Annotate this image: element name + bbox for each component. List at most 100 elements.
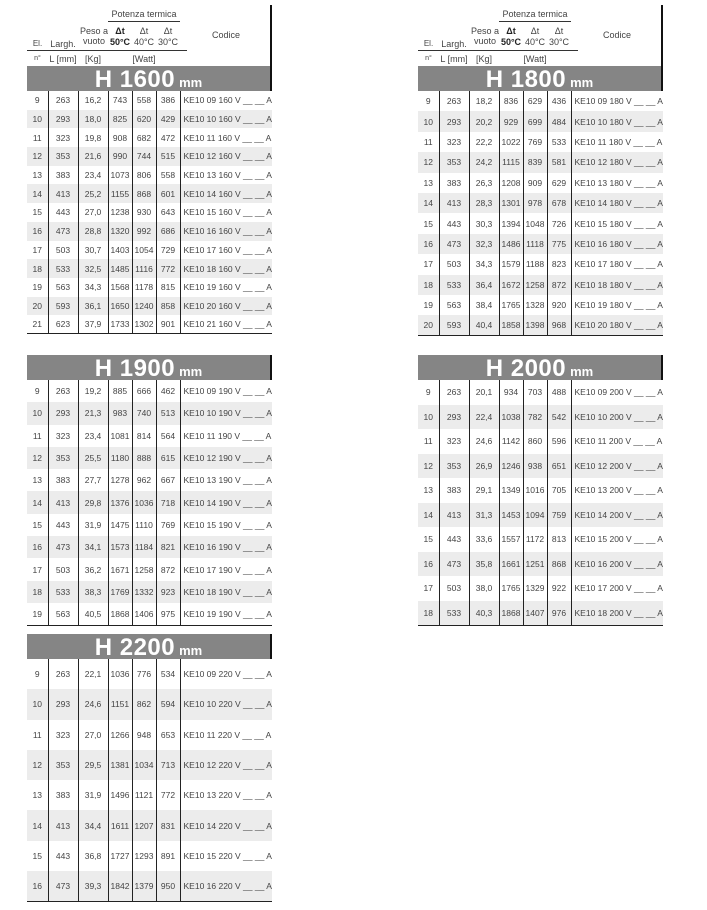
dt40-temp: 40°C: [524, 37, 546, 47]
height-title: H 1600: [94, 66, 176, 93]
output-30-cell: 872: [155, 558, 180, 581]
weight-cell: 23,4: [77, 424, 108, 447]
code-cell: KE10 17 160 V __ __ A: [179, 240, 272, 260]
elements-cell: 9: [34, 669, 40, 680]
width-cell: 383: [438, 172, 469, 193]
code-cell: KE10 18 200 V __ __ A: [570, 600, 663, 626]
output-50-cell: 1081: [107, 424, 132, 447]
elements-cell: 13: [32, 790, 42, 801]
output-50-cell: 1115: [498, 152, 523, 173]
output-50-cell: 1246: [498, 453, 523, 478]
output-30-cell: 629: [546, 172, 571, 193]
width-cell: 353: [47, 749, 78, 781]
output-40-cell: 930: [131, 203, 156, 222]
dt40-label: Δt: [139, 26, 149, 36]
output-30-cell: 643: [155, 203, 180, 222]
output-40-cell: 1054: [131, 240, 156, 260]
code-cell: KE10 18 180 V __ __ A: [570, 274, 663, 295]
output-50-cell: 1394: [498, 213, 523, 234]
largh-label: Largh.: [441, 39, 467, 49]
weight-cell: 25,5: [77, 446, 108, 470]
weight-cell: 30,3: [468, 213, 499, 234]
output-30-cell: 872: [546, 274, 571, 295]
width-cell: 323: [438, 429, 469, 454]
table-row: 15 443 33,6 1557 1172 813 KE10 15 200 V __ __ …: [418, 527, 663, 552]
output-30-cell: 815: [155, 277, 180, 297]
output-30-cell: 651: [546, 453, 571, 478]
weight-cell: 20,2: [468, 111, 499, 132]
output-40-cell: 1116: [131, 259, 156, 278]
table-row: 10 293 18,0 825 620 429 KE10 10 160 V __ __ A: [27, 109, 272, 129]
output-40-cell: 1178: [131, 277, 156, 297]
elements-cell: 17: [32, 564, 42, 575]
code-cell: KE10 20 180 V __ __ A: [570, 315, 663, 337]
width-cell: 323: [47, 719, 78, 750]
output-50-cell: 1486: [498, 233, 523, 255]
output-30-cell: 726: [546, 213, 571, 234]
elements-cell: 18: [27, 259, 48, 278]
code-cell: KE10 14 160 V __ __ A: [179, 184, 272, 204]
output-30-cell: 831: [155, 810, 180, 841]
weight-cell: 33,6: [468, 527, 499, 552]
output-50-cell: 1151: [107, 689, 132, 720]
output-30-cell: 713: [155, 749, 180, 781]
table-row: 16 473 39,3 1842 1379 950 KE10 16 220 V __ __ …: [27, 871, 272, 902]
elements-cell: 12: [418, 453, 439, 478]
elements-cell: 20: [27, 296, 48, 316]
output-30-cell: 462: [155, 380, 180, 403]
output-50-cell: 1733: [107, 315, 132, 335]
output-50-cell: 1579: [498, 254, 523, 275]
weight-cell: 31,9: [77, 780, 108, 811]
weight-cell: 21,3: [77, 402, 108, 425]
code-cell: KE10 16 190 V __ __ A: [179, 536, 272, 559]
width-cell: 473: [47, 221, 78, 241]
unit-l: L [mm]: [440, 54, 468, 64]
weight-cell: 28,3: [468, 192, 499, 214]
width-cell: 293: [438, 404, 469, 429]
table-row: 16 473 35,8 1661 1251 868 KE10 16 200 V __ __ …: [418, 551, 663, 576]
output-30-cell: 594: [155, 689, 180, 720]
dt30-label: Δt: [163, 26, 173, 36]
output-40-cell: 948: [131, 719, 156, 750]
unit-kg: [Kg]: [84, 54, 101, 64]
elements-cell: 18: [418, 600, 439, 626]
elements-cell: 10: [27, 402, 48, 425]
width-cell: 383: [438, 478, 469, 503]
output-40-cell: 1302: [131, 315, 156, 335]
height-band: H 1600 mm: [27, 66, 272, 93]
weight-cell: 35,8: [468, 551, 499, 576]
elements-cell: 15: [423, 218, 433, 229]
width-cell: 503: [47, 240, 78, 260]
output-40-cell: 860: [522, 429, 547, 454]
output-50-cell: 1301: [498, 192, 523, 214]
elements-cell: 11: [423, 436, 433, 447]
dt50-temp: 50°C: [109, 37, 131, 47]
output-50-cell: 1650: [107, 296, 132, 316]
width-cell: 263: [47, 91, 78, 110]
width-cell: 473: [47, 536, 78, 559]
table-row: 17 503 34,3 1579 1188 823 KE10 17 180 V __ __ …: [418, 254, 663, 275]
code-cell: KE10 16 200 V __ __ A: [570, 551, 663, 576]
output-50-cell: 1155: [107, 184, 132, 204]
output-50-cell: 1485: [107, 259, 132, 278]
output-40-cell: 744: [131, 147, 156, 166]
elements-cell: 20: [418, 315, 439, 337]
code-cell: KE10 13 180 V __ __ A: [570, 172, 663, 193]
output-50-cell: 1868: [107, 602, 132, 626]
table-row: 13 383 23,4 1073 806 558 KE10 13 160 V __ __ A: [27, 165, 272, 185]
output-50-cell: 929: [498, 111, 523, 132]
code-cell: KE10 13 200 V __ __ A: [570, 478, 663, 503]
dt50-label: Δt: [506, 26, 516, 36]
output-30-cell: 920: [546, 294, 571, 316]
output-40-cell: 962: [131, 469, 156, 492]
elements-cell: 17: [32, 244, 42, 255]
weight-cell: 36,2: [77, 558, 108, 581]
output-40-cell: 1184: [131, 536, 156, 559]
output-30-cell: 436: [546, 91, 571, 112]
weight-cell: 34,3: [468, 254, 499, 275]
weight-cell: 31,3: [468, 502, 499, 527]
code-cell: KE10 15 180 V __ __ A: [570, 213, 663, 234]
output-30-cell: 775: [546, 233, 571, 255]
table-row: 13 383 31,9 1496 1121 772 KE10 13 220 V __ __ …: [27, 780, 272, 811]
output-40-cell: 666: [131, 380, 156, 403]
